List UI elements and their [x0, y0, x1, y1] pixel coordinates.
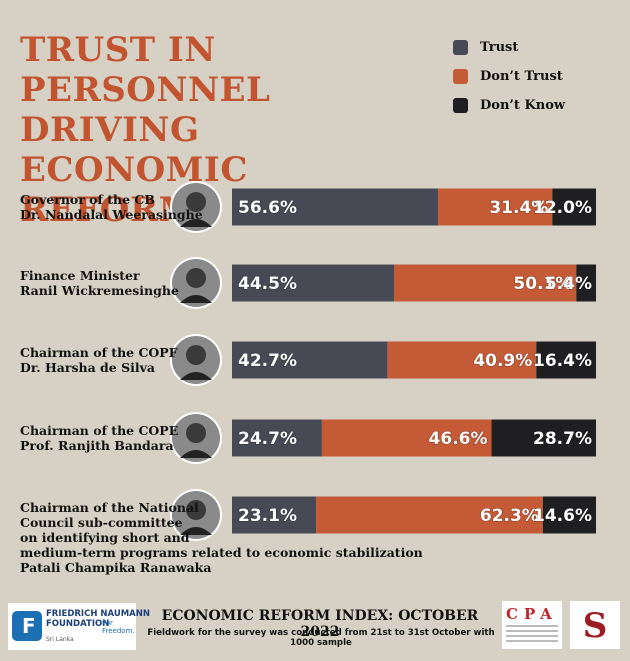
portrait-body: [180, 372, 212, 380]
cpa-lines: [506, 625, 558, 643]
portrait-head: [186, 500, 206, 520]
footer-note: Fieldwork for the survey was conducted f…: [147, 628, 495, 648]
value-label: 14.6%: [533, 506, 592, 526]
bar-segment: [393, 264, 577, 302]
portrait-body: [180, 450, 212, 458]
value-label: 12.0%: [533, 198, 592, 218]
value-label: 44.5%: [238, 274, 297, 294]
svg-text:S: S: [583, 606, 608, 646]
fnf-region: Sri Lanka: [46, 636, 74, 643]
fnf-icon: F: [12, 611, 42, 641]
bar-segment: [387, 341, 537, 379]
category-label: Chairman of the COPF Dr. Harsha de Silva: [20, 345, 178, 375]
portrait: [170, 181, 222, 233]
bar-segment: [576, 264, 596, 302]
chart-title: TRUST IN PERSONNEL DRIVING ECONOMIC REFO…: [20, 30, 271, 230]
portrait-body: [180, 295, 212, 303]
value-label: 31.4%: [489, 198, 548, 218]
portrait-head: [186, 345, 206, 365]
value-label: 42.7%: [238, 351, 297, 371]
value-label: 28.7%: [533, 429, 592, 449]
value-label: 5.4%: [545, 274, 592, 294]
bar-segment: [232, 496, 317, 534]
value-label: 23.1%: [238, 506, 297, 526]
portrait: [170, 412, 222, 464]
value-label: 62.3%: [480, 506, 539, 526]
category-label: Governor of the CB Dr. Nandalal Weerasin…: [20, 192, 203, 222]
portrait: [170, 257, 222, 309]
category-label: Chairman of the COPE Prof. Ranjith Banda…: [20, 423, 179, 453]
legend-label: Don’t Know: [480, 98, 566, 113]
partner-icon: S: [583, 606, 608, 646]
portrait: [170, 489, 222, 541]
cpa-logo: CPA: [502, 601, 562, 649]
bar-segment: [321, 419, 492, 457]
bar-segment: [491, 419, 596, 457]
bar-segment: [232, 188, 439, 226]
footer-title: ECONOMIC REFORM INDEX: OCTOBER 2022: [161, 608, 479, 640]
svg-text:F: F: [22, 614, 36, 638]
fnf-name: FRIEDRICH NAUMANN FOUNDATION: [46, 609, 150, 629]
legend-item: Don’t Know: [453, 98, 565, 113]
bar-segment: [232, 341, 388, 379]
value-label: 56.6%: [238, 198, 297, 218]
bar-segment: [232, 264, 394, 302]
category-label: Chairman of the National Council sub-com…: [20, 500, 423, 575]
portrait-body: [180, 527, 212, 535]
partner-logo: S: [570, 601, 620, 649]
legend-item: Trust: [453, 40, 518, 55]
portrait: [170, 334, 222, 386]
portrait-head: [186, 192, 206, 212]
value-label: 24.7%: [238, 429, 297, 449]
bar-segment: [232, 419, 322, 457]
category-label: Finance Minister Ranil Wickremesinghe: [20, 268, 179, 298]
bar-segment: [552, 188, 596, 226]
legend-swatch: [453, 69, 468, 84]
legend-item: Don’t Trust: [453, 69, 563, 84]
fnf-logo: F FRIEDRICH NAUMANN FOUNDATION For Freed…: [8, 603, 150, 650]
value-label: 46.6%: [429, 429, 488, 449]
legend-swatch: [453, 40, 468, 55]
fnf-tagline: For Freedom.: [102, 619, 135, 635]
portrait-head: [186, 423, 206, 443]
cpa-text: CPA: [506, 605, 558, 623]
bar-segment: [536, 341, 596, 379]
legend-label: Trust: [480, 40, 519, 55]
legend-label: Don’t Trust: [480, 69, 563, 84]
bar-segment: [316, 496, 543, 534]
value-label: 50.1%: [513, 274, 572, 294]
bar-segment: [542, 496, 596, 534]
portrait-body: [180, 219, 212, 227]
bar-segment: [438, 188, 553, 226]
value-label: 40.9%: [473, 351, 532, 371]
portrait-head: [186, 268, 206, 288]
value-label: 16.4%: [533, 351, 592, 371]
legend-swatch: [453, 98, 468, 113]
